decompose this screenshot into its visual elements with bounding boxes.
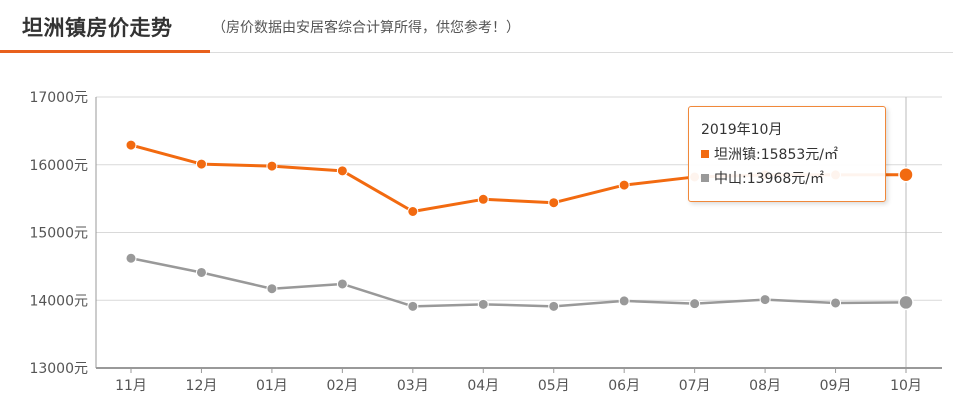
data-point-zhongshan <box>830 297 842 309</box>
x-tick-label: 08月 <box>749 378 781 394</box>
y-axis: 13000元 14000元 15000元 16000元 17000元 <box>29 90 97 377</box>
data-point-zhongshan <box>407 300 419 312</box>
data-point-zhongshan <box>759 294 771 306</box>
series-line-zhongshan <box>130 257 907 308</box>
data-point-tanzhou <box>266 160 278 172</box>
data-point-tanzhou <box>336 165 348 177</box>
data-point-zhongshan <box>477 298 489 310</box>
data-point-tanzhou <box>195 158 207 170</box>
y-tick-label: 15000元 <box>29 226 88 242</box>
page-subtitle: （房价数据由安居客综合计算所得，供您参考！） <box>212 20 520 36</box>
x-tick-label: 12月 <box>186 378 218 394</box>
x-tick-label: 10月 <box>890 378 922 394</box>
y-tick-label: 17000元 <box>29 90 88 106</box>
x-tick-label: 05月 <box>538 378 570 394</box>
tooltip-date: 2019年10月 <box>701 122 783 138</box>
data-point-zhongshan <box>618 295 630 307</box>
data-point-tanzhou <box>125 139 137 151</box>
tooltip-row-zhongshan: 中山:13968元/㎡ <box>701 167 885 191</box>
data-point-zhongshan <box>336 278 348 290</box>
data-point-tanzhou <box>898 166 914 183</box>
hover-tooltip: 2019年10月 坦洲镇:15853元/㎡ 中山:13968元/㎡ <box>688 106 886 202</box>
data-point-tanzhou <box>407 205 419 217</box>
x-tick-label: 01月 <box>256 378 288 394</box>
data-point-zhongshan <box>266 283 278 295</box>
y-tick-label: 16000元 <box>29 158 88 174</box>
tooltip-value-tanzhou: 坦洲镇:15853元/㎡ <box>714 147 838 163</box>
data-point-zhongshan <box>689 298 701 310</box>
page-title: 坦洲镇房价走势 <box>22 16 173 40</box>
x-tick-label: 03月 <box>397 378 429 394</box>
x-tick-label: 06月 <box>608 378 640 394</box>
chart-header: 坦洲镇房价走势 （房价数据由安居客综合计算所得，供您参考！） <box>0 0 953 53</box>
data-point-tanzhou <box>618 179 630 191</box>
data-point-zhongshan <box>125 252 137 264</box>
legend-marker-tanzhou <box>701 150 709 158</box>
tooltip-value-zhongshan: 中山:13968元/㎡ <box>714 171 824 187</box>
x-axis: 11月 12月 01月 02月 03月 04月 05月 06月 07月 08月 09月 10月 <box>96 367 942 394</box>
data-point-zhongshan <box>195 266 207 278</box>
x-tick-label: 07月 <box>679 378 711 394</box>
data-point-tanzhou <box>477 193 489 205</box>
x-tick-label: 04月 <box>467 378 499 394</box>
data-point-tanzhou <box>548 197 560 209</box>
legend-marker-zhongshan <box>701 174 709 182</box>
series-layer <box>125 139 914 312</box>
x-tick-label: 09月 <box>820 378 852 394</box>
y-tick-label: 14000元 <box>29 293 88 309</box>
x-tick-label: 02月 <box>326 378 358 394</box>
data-point-zhongshan <box>548 300 560 312</box>
title-underline <box>0 50 210 53</box>
data-point-zhongshan <box>898 294 914 311</box>
x-tick-label: 11月 <box>115 378 147 394</box>
tooltip-row-tanzhou: 坦洲镇:15853元/㎡ <box>701 143 885 167</box>
y-tick-label: 13000元 <box>29 361 88 377</box>
